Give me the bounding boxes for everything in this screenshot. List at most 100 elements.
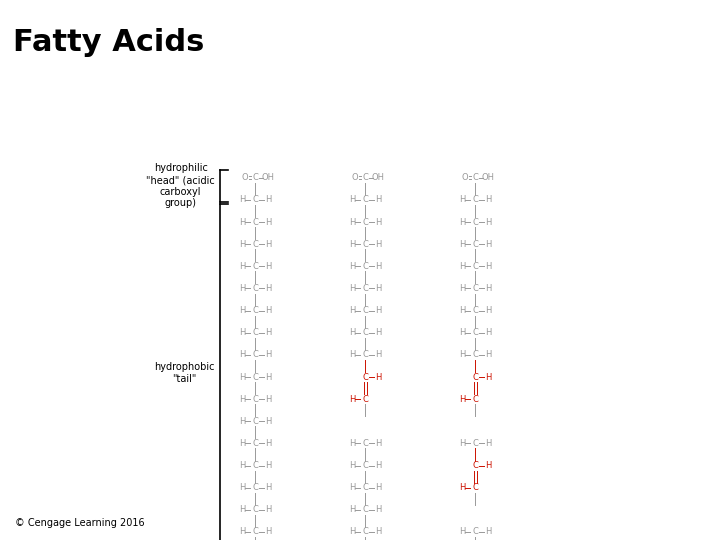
- Text: H: H: [348, 306, 355, 315]
- Text: H: H: [459, 262, 465, 271]
- Text: H: H: [348, 262, 355, 271]
- Text: C: C: [472, 461, 478, 470]
- Text: C: C: [252, 328, 258, 338]
- Text: H: H: [239, 417, 246, 426]
- Text: H: H: [375, 262, 381, 271]
- Text: H: H: [265, 483, 271, 492]
- Text: C: C: [252, 306, 258, 315]
- Text: C: C: [472, 439, 478, 448]
- Text: O: O: [242, 173, 248, 183]
- Text: H: H: [239, 306, 246, 315]
- Text: OH: OH: [482, 173, 495, 183]
- Text: C: C: [472, 350, 478, 360]
- Text: H: H: [375, 528, 381, 536]
- Text: C: C: [472, 328, 478, 338]
- Text: C: C: [472, 483, 478, 492]
- Text: C: C: [362, 505, 368, 514]
- Text: C: C: [252, 173, 258, 183]
- Text: C: C: [472, 528, 478, 536]
- Text: H: H: [459, 395, 465, 404]
- Text: H: H: [265, 328, 271, 338]
- Text: C: C: [472, 395, 478, 404]
- Text: C: C: [472, 284, 478, 293]
- Text: C: C: [252, 218, 258, 227]
- Text: H: H: [459, 350, 465, 360]
- Text: H: H: [375, 505, 381, 514]
- Text: C: C: [472, 373, 478, 382]
- Text: H: H: [239, 528, 246, 536]
- Text: C: C: [252, 262, 258, 271]
- Text: H: H: [265, 461, 271, 470]
- Text: H: H: [459, 284, 465, 293]
- Text: hydrophobic
"tail": hydrophobic "tail": [155, 362, 215, 384]
- Text: Fatty Acids: Fatty Acids: [13, 28, 204, 57]
- Text: H: H: [239, 284, 246, 293]
- Text: H: H: [375, 483, 381, 492]
- Text: C: C: [362, 528, 368, 536]
- Text: H: H: [265, 505, 271, 514]
- Text: H: H: [239, 218, 246, 227]
- Text: C: C: [252, 505, 258, 514]
- Text: H: H: [239, 262, 246, 271]
- Text: C: C: [252, 461, 258, 470]
- Text: OH: OH: [261, 173, 274, 183]
- Text: H: H: [459, 439, 465, 448]
- Text: C: C: [472, 240, 478, 249]
- Text: H: H: [265, 240, 271, 249]
- Text: H: H: [348, 439, 355, 448]
- Text: C: C: [362, 373, 368, 382]
- Text: H: H: [265, 195, 271, 205]
- Text: H: H: [375, 373, 381, 382]
- Text: H: H: [265, 284, 271, 293]
- Text: hydrophilic
"head" (acidic
carboxyl
group): hydrophilic "head" (acidic carboxyl grou…: [146, 164, 215, 208]
- Text: H: H: [485, 306, 491, 315]
- Text: C: C: [362, 350, 368, 360]
- Text: H: H: [348, 328, 355, 338]
- Text: H: H: [265, 262, 271, 271]
- Text: H: H: [265, 218, 271, 227]
- Text: H: H: [375, 218, 381, 227]
- Text: H: H: [265, 528, 271, 536]
- Text: H: H: [375, 195, 381, 205]
- Text: H: H: [348, 240, 355, 249]
- Text: C: C: [362, 284, 368, 293]
- Text: H: H: [348, 218, 355, 227]
- Text: H: H: [485, 262, 491, 271]
- Text: C: C: [362, 240, 368, 249]
- Text: H: H: [239, 350, 246, 360]
- Text: C: C: [362, 328, 368, 338]
- Text: C: C: [252, 284, 258, 293]
- Text: H: H: [348, 284, 355, 293]
- Text: C: C: [362, 439, 368, 448]
- Text: C: C: [252, 439, 258, 448]
- Text: H: H: [485, 284, 491, 293]
- Text: H: H: [485, 218, 491, 227]
- Text: H: H: [375, 461, 381, 470]
- Text: H: H: [485, 328, 491, 338]
- Text: C: C: [472, 306, 478, 315]
- Text: H: H: [348, 395, 355, 404]
- Text: C: C: [362, 306, 368, 315]
- Text: C: C: [472, 195, 478, 205]
- Text: H: H: [459, 528, 465, 536]
- Text: H: H: [485, 240, 491, 249]
- Text: H: H: [459, 483, 465, 492]
- Text: H: H: [348, 461, 355, 470]
- Text: H: H: [485, 195, 491, 205]
- Text: C: C: [472, 173, 478, 183]
- Text: H: H: [265, 439, 271, 448]
- Text: H: H: [239, 483, 246, 492]
- Text: C: C: [252, 373, 258, 382]
- Text: C: C: [362, 395, 368, 404]
- Text: H: H: [375, 350, 381, 360]
- Text: H: H: [485, 461, 491, 470]
- Text: H: H: [239, 195, 246, 205]
- Text: H: H: [375, 284, 381, 293]
- Text: H: H: [239, 395, 246, 404]
- Text: O: O: [462, 173, 468, 183]
- Text: C: C: [252, 528, 258, 536]
- Text: C: C: [362, 262, 368, 271]
- Text: H: H: [375, 240, 381, 249]
- Text: H: H: [459, 218, 465, 227]
- Text: C: C: [472, 262, 478, 271]
